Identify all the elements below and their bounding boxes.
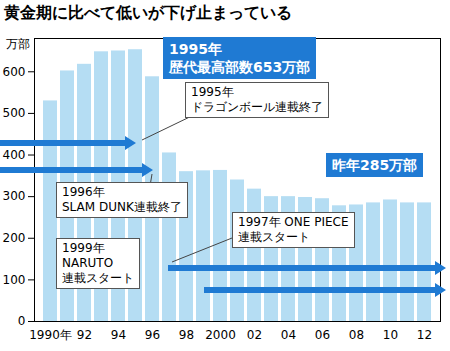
svg-text:1990年: 1990年 bbox=[29, 328, 72, 342]
svg-text:0: 0 bbox=[18, 314, 26, 328]
svg-text:600: 600 bbox=[3, 65, 26, 79]
svg-text:06: 06 bbox=[315, 328, 330, 342]
svg-text:12: 12 bbox=[417, 328, 432, 342]
svg-text:200: 200 bbox=[3, 231, 26, 245]
html-text:万部: 万部 bbox=[6, 37, 30, 51]
svg-text:98: 98 bbox=[179, 328, 194, 342]
svg-text:02: 02 bbox=[247, 328, 262, 342]
html-text:1997年 ONE PIECE 連載スタート: 1997年 ONE PIECE 連載スタート bbox=[238, 215, 349, 244]
html-text:1996年 SLAM DUNK連載終了: 1996年 SLAM DUNK連載終了 bbox=[62, 185, 182, 214]
html-text:昨年285万部: 昨年285万部 bbox=[332, 157, 418, 173]
html-text:1995年 ドラゴンボール連載終了: 1995年 ドラゴンボール連載終了 bbox=[191, 85, 323, 114]
html-text:黄金期に比べて低いが下げ止まっている: 黄金期に比べて低いが下げ止まっている bbox=[4, 3, 292, 22]
html-text:1995年 歴代最高部数653万部: 1995年 歴代最高部数653万部 bbox=[169, 41, 311, 75]
svg-text:10: 10 bbox=[383, 328, 398, 342]
svg-text:04: 04 bbox=[281, 328, 296, 342]
svg-text:500: 500 bbox=[3, 106, 26, 120]
svg-text:300: 300 bbox=[3, 189, 26, 203]
svg-text:400: 400 bbox=[3, 148, 26, 162]
svg-text:96: 96 bbox=[145, 328, 160, 342]
html-text:1999年 NARUTO 連載スタート: 1999年 NARUTO 連載スタート bbox=[62, 241, 134, 285]
svg-text:100: 100 bbox=[3, 273, 26, 287]
svg-text:08: 08 bbox=[349, 328, 364, 342]
svg-text:2000: 2000 bbox=[205, 328, 236, 342]
svg-text:94: 94 bbox=[111, 328, 126, 342]
svg-text:92: 92 bbox=[77, 328, 92, 342]
